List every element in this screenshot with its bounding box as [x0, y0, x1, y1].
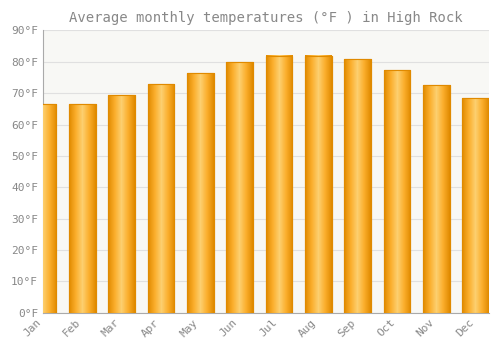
Bar: [344, 59, 371, 313]
Bar: [226, 62, 253, 313]
Bar: [344, 59, 371, 313]
Bar: [187, 73, 214, 313]
Bar: [226, 62, 253, 313]
Bar: [266, 56, 292, 313]
Bar: [423, 85, 450, 313]
Bar: [108, 95, 135, 313]
Bar: [305, 56, 332, 313]
Bar: [108, 95, 135, 313]
Title: Average monthly temperatures (°F ) in High Rock: Average monthly temperatures (°F ) in Hi…: [69, 11, 462, 25]
Bar: [384, 70, 410, 313]
Bar: [384, 70, 410, 313]
Bar: [148, 84, 174, 313]
Bar: [30, 104, 56, 313]
Bar: [69, 104, 96, 313]
Bar: [187, 73, 214, 313]
Bar: [30, 104, 56, 313]
Bar: [462, 98, 489, 313]
Bar: [462, 98, 489, 313]
Bar: [69, 104, 96, 313]
Bar: [266, 56, 292, 313]
Bar: [423, 85, 450, 313]
Bar: [305, 56, 332, 313]
Bar: [148, 84, 174, 313]
